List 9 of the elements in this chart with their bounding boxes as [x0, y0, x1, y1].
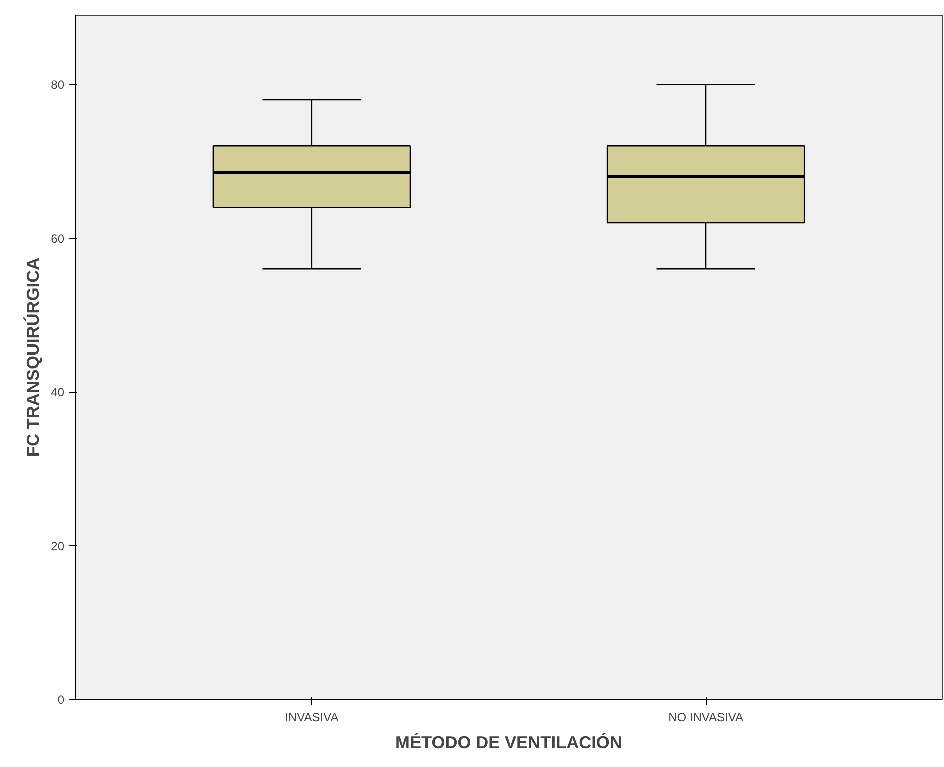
y-tick-label: 20: [51, 539, 65, 554]
x-tick-label: NO INVASIVA: [668, 710, 744, 724]
y-tick-label: 60: [51, 232, 65, 246]
x-tick-label: INVASIVA: [285, 710, 339, 724]
y-tick-label: 80: [51, 78, 65, 92]
y-tick-label: 0: [58, 693, 65, 707]
x-axis-title: MÉTODO DE VENTILACIÓN: [396, 732, 622, 752]
y-tick-label: 40: [51, 386, 65, 400]
y-axis-title: FC TRANSQUIRÚRGICA: [23, 257, 44, 458]
